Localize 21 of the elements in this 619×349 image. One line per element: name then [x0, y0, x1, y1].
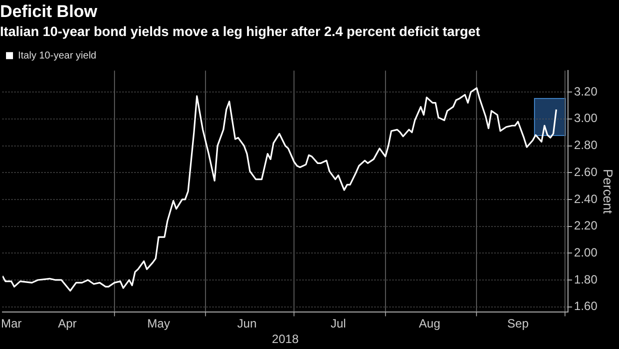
y-tick-label: 2.40 — [574, 192, 598, 206]
x-tick-label: May — [147, 316, 170, 331]
chart-title: Deficit Blow — [0, 2, 98, 21]
x-tick-label: Apr — [58, 316, 77, 331]
x-tick-label: Aug — [418, 316, 440, 331]
y-tick-label: 2.00 — [574, 245, 598, 260]
y-tick-label: 2.20 — [574, 218, 598, 233]
y-tick-label: 2.80 — [574, 138, 598, 152]
x-tick-label: Jul — [330, 316, 346, 331]
legend-label: Italy 10-year yield — [18, 50, 96, 62]
y-tick-label: 2.60 — [574, 164, 598, 179]
chart-subtitle: Italian 10-year bond yields move a leg higher after 2.4 percent deficit target — [0, 24, 481, 40]
x-tick-label: Sep — [507, 316, 529, 331]
y-axis-title: Percent — [600, 168, 616, 214]
x-tick-label: Jun — [237, 316, 257, 331]
y-tick-label: 1.80 — [574, 272, 598, 286]
y-tick-label: 3.20 — [574, 84, 598, 98]
x-tick-label: Mar — [0, 316, 22, 331]
x-axis-title: 2018 — [272, 332, 299, 346]
y-tick-label: 1.60 — [574, 299, 598, 314]
y-tick-label: 3.00 — [574, 111, 598, 126]
